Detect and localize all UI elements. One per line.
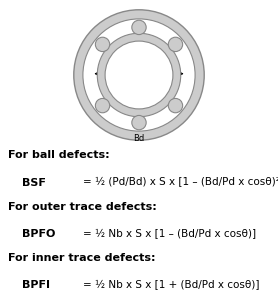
Text: BPFO: BPFO <box>22 229 56 239</box>
Circle shape <box>105 41 173 109</box>
Text: Pd: Pd <box>138 61 150 71</box>
Text: = ½ Nb x S x [1 – (Bd/Pd x cosθ)]: = ½ Nb x S x [1 – (Bd/Pd x cosθ)] <box>83 229 257 239</box>
Text: For outer trace defects:: For outer trace defects: <box>8 202 157 212</box>
Text: BPFI: BPFI <box>22 280 50 290</box>
Circle shape <box>83 19 195 131</box>
Circle shape <box>132 20 146 34</box>
Text: = ½ Nb x S x [1 + (Bd/Pd x cosθ)]: = ½ Nb x S x [1 + (Bd/Pd x cosθ)] <box>83 280 260 290</box>
Text: For ball defects:: For ball defects: <box>8 150 110 160</box>
Circle shape <box>168 37 183 52</box>
Circle shape <box>95 98 110 113</box>
Circle shape <box>95 37 110 52</box>
Text: = ½ (Pd/Bd) x S x [1 – (Bd/Pd x cosθ)²]: = ½ (Pd/Bd) x S x [1 – (Bd/Pd x cosθ)²] <box>83 178 278 188</box>
Text: BSF: BSF <box>22 178 46 188</box>
Circle shape <box>74 10 204 140</box>
Circle shape <box>168 98 183 113</box>
Text: For inner trace defects:: For inner trace defects: <box>8 253 156 263</box>
Circle shape <box>132 116 146 130</box>
Circle shape <box>97 33 181 117</box>
Text: Bd: Bd <box>133 134 145 143</box>
